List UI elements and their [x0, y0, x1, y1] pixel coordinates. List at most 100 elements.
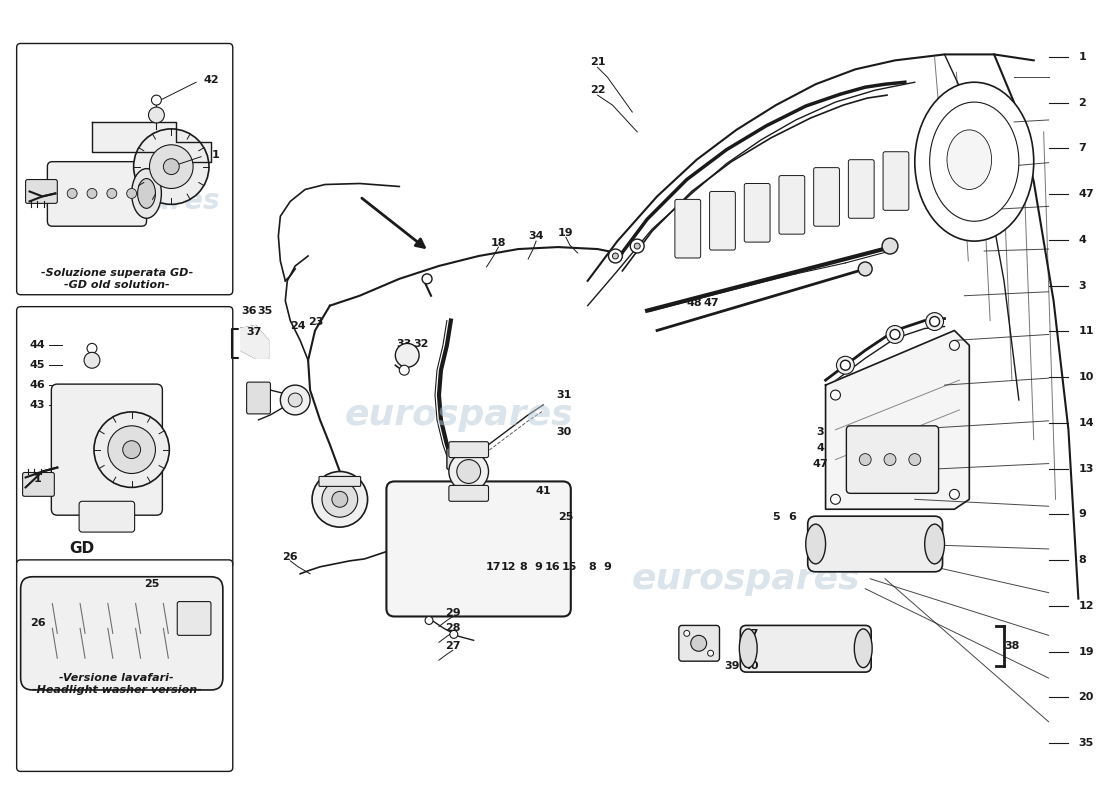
Text: 36: 36 — [241, 306, 256, 316]
FancyBboxPatch shape — [447, 448, 481, 470]
Text: 42: 42 — [204, 75, 219, 86]
Text: 5: 5 — [772, 512, 780, 522]
Circle shape — [884, 454, 896, 466]
Ellipse shape — [805, 524, 826, 564]
Text: 13: 13 — [1078, 464, 1093, 474]
Text: eurospares: eurospares — [632, 562, 860, 596]
Text: 3: 3 — [1078, 281, 1086, 290]
Circle shape — [164, 158, 179, 174]
Ellipse shape — [915, 82, 1034, 241]
Ellipse shape — [947, 130, 991, 190]
FancyBboxPatch shape — [449, 442, 488, 458]
Circle shape — [886, 326, 904, 343]
Circle shape — [280, 385, 310, 415]
Text: 37: 37 — [744, 630, 759, 639]
Text: -Headlight washer version-: -Headlight washer version- — [32, 685, 201, 695]
FancyBboxPatch shape — [710, 191, 736, 250]
Circle shape — [449, 452, 488, 491]
Text: 8: 8 — [588, 562, 596, 572]
FancyBboxPatch shape — [16, 306, 233, 568]
Text: 47: 47 — [704, 298, 719, 308]
Text: 20: 20 — [1078, 693, 1093, 702]
Circle shape — [691, 635, 706, 651]
FancyBboxPatch shape — [679, 626, 719, 661]
Circle shape — [395, 343, 419, 367]
Text: eurospares: eurospares — [344, 398, 573, 432]
Text: 26: 26 — [30, 618, 45, 629]
Text: 34: 34 — [528, 231, 543, 241]
Text: 6: 6 — [788, 512, 795, 522]
Circle shape — [288, 393, 302, 407]
Circle shape — [425, 617, 433, 625]
Text: 1: 1 — [212, 150, 220, 160]
Text: 32: 32 — [414, 339, 429, 350]
Circle shape — [332, 491, 348, 507]
Text: 46: 46 — [30, 380, 45, 390]
Circle shape — [126, 189, 136, 198]
FancyBboxPatch shape — [79, 502, 134, 532]
Circle shape — [94, 412, 169, 487]
Text: 30: 30 — [557, 426, 572, 437]
Text: 4: 4 — [816, 442, 825, 453]
FancyBboxPatch shape — [848, 160, 874, 218]
Circle shape — [322, 482, 358, 517]
Circle shape — [450, 630, 458, 638]
Text: 19: 19 — [558, 228, 574, 238]
Circle shape — [840, 360, 850, 370]
Circle shape — [422, 274, 432, 284]
Circle shape — [882, 238, 898, 254]
Text: 25: 25 — [558, 512, 573, 522]
FancyBboxPatch shape — [807, 516, 943, 572]
Text: 48: 48 — [686, 298, 703, 308]
Text: 2: 2 — [1078, 98, 1086, 107]
Text: 31: 31 — [557, 390, 572, 400]
Text: 11: 11 — [1078, 326, 1093, 336]
Circle shape — [67, 189, 77, 198]
Circle shape — [148, 107, 164, 123]
Text: 26: 26 — [283, 552, 298, 562]
Circle shape — [108, 426, 155, 474]
FancyBboxPatch shape — [814, 168, 839, 226]
Circle shape — [909, 454, 921, 466]
Text: 3: 3 — [817, 426, 824, 437]
Circle shape — [399, 366, 409, 375]
FancyBboxPatch shape — [675, 199, 701, 258]
Ellipse shape — [132, 169, 162, 218]
Ellipse shape — [930, 102, 1019, 222]
Text: 45: 45 — [30, 360, 45, 370]
FancyBboxPatch shape — [449, 486, 488, 502]
Text: 19: 19 — [1078, 646, 1094, 657]
Text: 17: 17 — [486, 562, 502, 572]
Text: 25: 25 — [144, 578, 159, 589]
Text: 28: 28 — [446, 623, 461, 634]
Circle shape — [926, 313, 944, 330]
Text: 23: 23 — [308, 317, 323, 326]
Text: -Soluzione superata GD-: -Soluzione superata GD- — [41, 268, 192, 278]
Text: eurospares: eurospares — [44, 187, 219, 215]
Circle shape — [87, 343, 97, 354]
Text: 37: 37 — [246, 327, 262, 338]
Circle shape — [930, 317, 939, 326]
Polygon shape — [92, 122, 211, 162]
Circle shape — [608, 249, 623, 263]
Ellipse shape — [925, 524, 945, 564]
Text: 22: 22 — [590, 85, 605, 95]
Text: 12: 12 — [1078, 601, 1093, 611]
Ellipse shape — [855, 629, 872, 668]
Text: 33: 33 — [397, 339, 411, 350]
Text: 38: 38 — [1004, 642, 1020, 651]
Circle shape — [858, 262, 872, 276]
Circle shape — [123, 441, 141, 458]
FancyBboxPatch shape — [740, 626, 871, 672]
Ellipse shape — [739, 629, 757, 668]
Text: 47: 47 — [813, 458, 828, 469]
Text: 27: 27 — [446, 642, 461, 651]
FancyBboxPatch shape — [52, 384, 163, 515]
Text: GD: GD — [69, 542, 95, 557]
Circle shape — [830, 390, 840, 400]
Text: 43: 43 — [30, 400, 45, 410]
Text: 9: 9 — [604, 562, 612, 572]
Circle shape — [150, 145, 194, 189]
Circle shape — [707, 650, 714, 656]
Circle shape — [836, 356, 855, 374]
